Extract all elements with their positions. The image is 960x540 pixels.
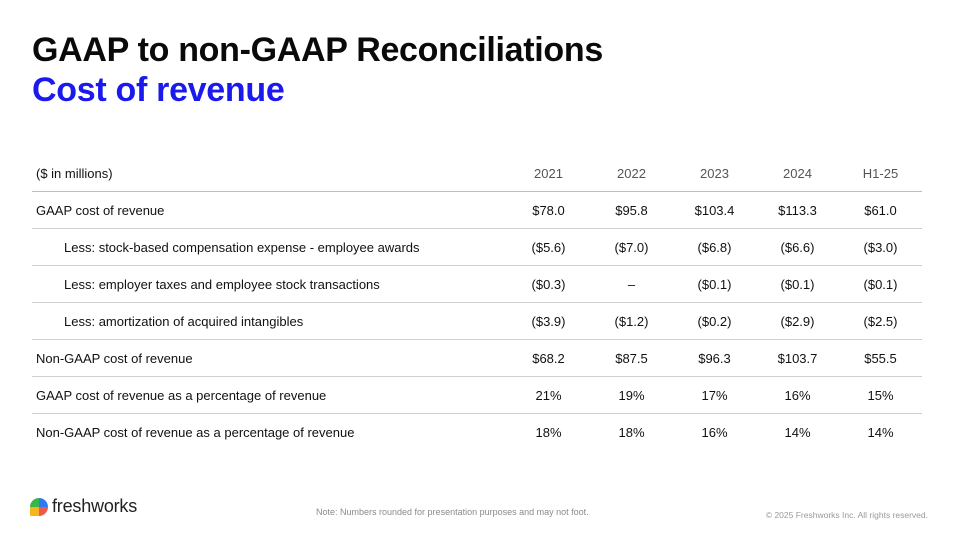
cell-value: 14% [784, 425, 811, 440]
cell-value: 19% [618, 387, 645, 403]
cell-value: $87.5 [615, 350, 648, 366]
cell-value: ($2.9) [780, 313, 815, 329]
cell-value: ($0.1) [780, 276, 815, 292]
freshworks-logo: freshworks [30, 496, 137, 517]
reconciliation-table: ($ in millions) 2021 2022 2023 2024 H1-2… [32, 155, 922, 451]
row-label: Less: stock-based compensation expense -… [64, 239, 420, 255]
cell-value: $96.3 [698, 350, 731, 366]
table-row: Non-GAAP cost of revenue as a percentage… [32, 414, 922, 451]
column-header: 2023 [700, 165, 729, 181]
cell-value: 14% [867, 425, 894, 440]
row-label: Less: employer taxes and employee stock … [64, 276, 380, 292]
cell-value: ($6.8) [697, 239, 732, 255]
row-label: Non-GAAP cost of revenue [36, 350, 193, 366]
cell-value: ($2.5) [863, 313, 898, 329]
cell-value: 16% [784, 387, 811, 403]
cell-value: 17% [701, 387, 728, 403]
cell-value: $103.4 [694, 202, 735, 218]
freshworks-logo-icon [30, 497, 48, 516]
cell-value: ($7.0) [614, 239, 649, 255]
table-row: GAAP cost of revenue $78.0 $95.8 $103.4 … [32, 192, 922, 229]
copyright: © 2025 Freshworks Inc. All rights reserv… [765, 510, 928, 520]
row-label: GAAP cost of revenue [36, 202, 165, 218]
cell-value: ($0.3) [531, 276, 566, 292]
cell-value: 18% [618, 425, 645, 440]
cell-value: ($6.6) [780, 239, 815, 255]
table-row: Less: stock-based compensation expense -… [32, 229, 922, 266]
table-row: GAAP cost of revenue as a percentage of … [32, 377, 922, 414]
cell-value: $95.8 [615, 202, 648, 218]
table-row: Less: amortization of acquired intangibl… [32, 303, 922, 340]
cell-value: $113.3 [778, 202, 817, 218]
row-label: GAAP cost of revenue as a percentage of … [36, 387, 327, 403]
page-subtitle: Cost of revenue [32, 71, 285, 109]
table-row: Less: employer taxes and employee stock … [32, 266, 922, 303]
page-title: GAAP to non-GAAP Reconciliations [32, 31, 603, 69]
cell-value: ($0.1) [697, 276, 732, 292]
cell-value: 21% [535, 387, 562, 403]
table-header-row: ($ in millions) 2021 2022 2023 2024 H1-2… [32, 155, 922, 192]
logo-text: freshworks [52, 496, 138, 516]
column-header: 2022 [617, 165, 646, 181]
row-label: Non-GAAP cost of revenue as a percentage… [36, 425, 355, 440]
column-header: 2021 [534, 165, 563, 181]
footnote: Note: Numbers rounded for presentation p… [316, 507, 589, 517]
cell-value: ($3.0) [863, 239, 898, 255]
cell-value: $78.0 [532, 202, 565, 218]
row-label: Less: amortization of acquired intangibl… [64, 313, 304, 329]
cell-value: $68.2 [532, 350, 565, 366]
column-header: 2024 [783, 165, 812, 181]
column-header: H1-25 [862, 165, 899, 181]
cell-value: – [627, 276, 636, 292]
unit-label: ($ in millions) [36, 165, 113, 181]
cell-value: 15% [867, 387, 894, 403]
cell-value: 18% [535, 425, 562, 440]
cell-value: ($0.2) [697, 313, 732, 329]
title-block: GAAP to non-GAAP Reconciliations Cost of… [32, 30, 603, 110]
cell-value: $103.7 [777, 350, 818, 366]
cell-value: ($1.2) [614, 313, 649, 329]
cell-value: ($3.9) [531, 313, 566, 329]
cell-value: ($5.6) [531, 239, 566, 255]
cell-value: 16% [701, 425, 728, 440]
cell-value: ($0.1) [863, 276, 898, 292]
cell-value: $55.5 [864, 350, 897, 366]
table-row: Non-GAAP cost of revenue $68.2 $87.5 $96… [32, 340, 922, 377]
cell-value: $61.0 [864, 202, 897, 218]
